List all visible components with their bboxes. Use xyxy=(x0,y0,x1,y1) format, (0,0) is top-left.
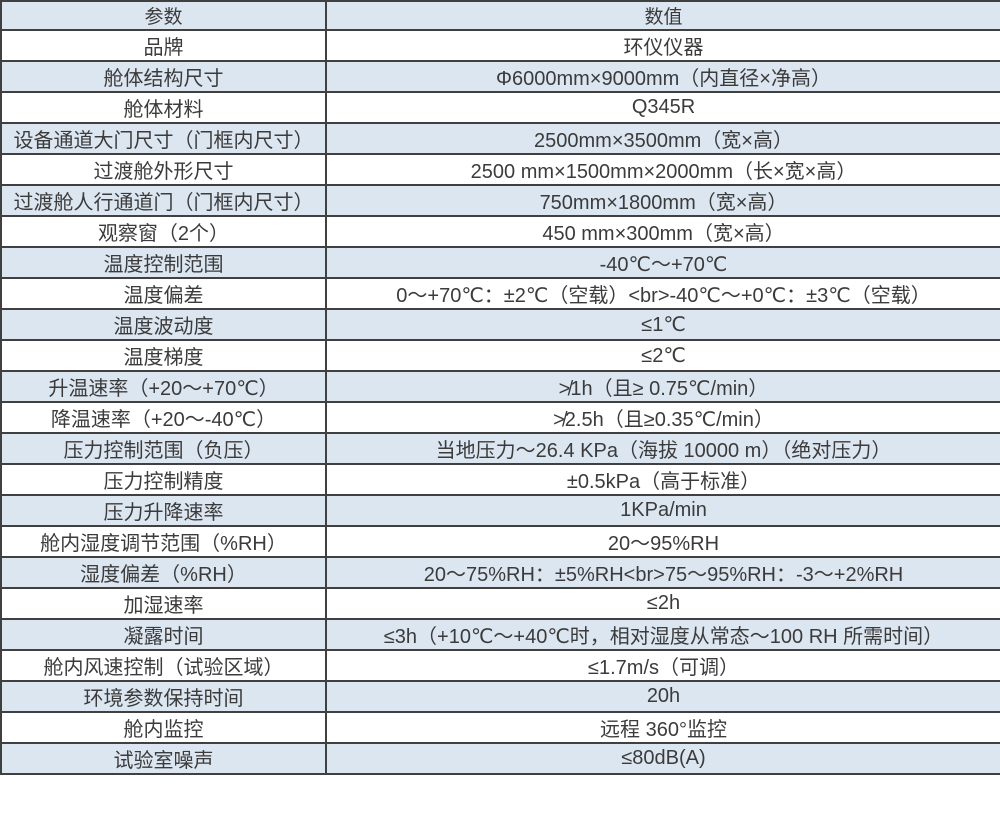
table-row: 观察窗（2个） 450 mm×300mm（宽×高） xyxy=(0,215,1000,248)
param-cell: 压力升降速率 xyxy=(0,494,327,527)
spec-table-body: 品牌 环仪仪器 舱体结构尺寸 Φ6000mm×9000mm（内直径×净高） 舱体材料 Q3… xyxy=(0,29,1000,775)
value-cell: 20～95%RH xyxy=(325,525,1000,558)
table-row: 温度梯度 ≤2℃ xyxy=(0,339,1000,372)
table-row: 舱内风速控制（试验区域） ≤1.7m/s（可调） xyxy=(0,649,1000,682)
param-cell: 舱内监控 xyxy=(0,711,327,744)
table-row: 舱内监控 远程 360°监控 xyxy=(0,711,1000,744)
value-cell: 20～75%RH：±5%RH<br>75～95%RH：-3～+2%RH xyxy=(325,556,1000,589)
value-cell: 2500 mm×1500mm×2000mm（长×宽×高） xyxy=(325,153,1000,186)
param-cell: 温度波动度 xyxy=(0,308,327,341)
table-row: 舱内湿度调节范围（%RH） 20～95%RH xyxy=(0,525,1000,558)
spec-table: 参数 数值 品牌 环仪仪器 舱体结构尺寸 Φ6000mm×9000mm（内直径×净高）… xyxy=(0,0,1000,775)
value-cell: ≤1℃ xyxy=(325,308,1000,341)
value-cell: 20h xyxy=(325,680,1000,713)
table-row: 舱体结构尺寸 Φ6000mm×9000mm（内直径×净高） xyxy=(0,60,1000,93)
table-row: 降温速率（+20～-40℃） ≯2.5h（且≥0.35℃/min） xyxy=(0,401,1000,434)
param-cell: 升温速率（+20～+70℃） xyxy=(0,370,327,403)
param-cell: 凝露时间 xyxy=(0,618,327,651)
value-cell: Q345R xyxy=(325,91,1000,124)
table-row: 压力控制精度 ±0.5kPa（高于标准） xyxy=(0,463,1000,496)
table-row: 环境参数保持时间 20h xyxy=(0,680,1000,713)
table-row: 品牌 环仪仪器 xyxy=(0,29,1000,62)
value-cell: 环仪仪器 xyxy=(325,29,1000,62)
table-row: 升温速率（+20～+70℃） ≯1h（且≥ 0.75℃/min） xyxy=(0,370,1000,403)
param-cell: 舱内湿度调节范围（%RH） xyxy=(0,525,327,558)
param-cell: 舱内风速控制（试验区域） xyxy=(0,649,327,682)
param-cell: 设备通道大门尺寸（门框内尺寸） xyxy=(0,122,327,155)
value-cell: ≤1.7m/s（可调） xyxy=(325,649,1000,682)
param-cell: 湿度偏差（%RH） xyxy=(0,556,327,589)
value-cell: Φ6000mm×9000mm（内直径×净高） xyxy=(325,60,1000,93)
table-row: 温度偏差 0～+70℃：±2℃（空载）<br>-40℃～+0℃：±3℃（空载） xyxy=(0,277,1000,310)
table-row: 温度波动度 ≤1℃ xyxy=(0,308,1000,341)
table-row: 温度控制范围 -40℃～+70℃ xyxy=(0,246,1000,279)
table-row: 湿度偏差（%RH） 20～75%RH：±5%RH<br>75～95%RH：-3～+… xyxy=(0,556,1000,589)
param-cell: 舱体材料 xyxy=(0,91,327,124)
param-cell: 温度偏差 xyxy=(0,277,327,310)
table-row: 设备通道大门尺寸（门框内尺寸） 2500mm×3500mm（宽×高） xyxy=(0,122,1000,155)
table-row: 压力控制范围（负压） 当地压力～26.4 KPa（海拔 10000 m）（绝对压力… xyxy=(0,432,1000,465)
param-cell: 品牌 xyxy=(0,29,327,62)
param-cell: 观察窗（2个） xyxy=(0,215,327,248)
value-cell: 1KPa/min xyxy=(325,494,1000,527)
param-cell: 压力控制范围（负压） xyxy=(0,432,327,465)
value-cell: 当地压力～26.4 KPa（海拔 10000 m）（绝对压力） xyxy=(325,432,1000,465)
value-cell: ±0.5kPa（高于标准） xyxy=(325,463,1000,496)
param-cell: 过渡舱外形尺寸 xyxy=(0,153,327,186)
param-cell: 舱体结构尺寸 xyxy=(0,60,327,93)
value-cell: ≤3h（+10℃～+40℃时，相对湿度从常态～100 RH 所需时间） xyxy=(325,618,1000,651)
param-cell: 降温速率（+20～-40℃） xyxy=(0,401,327,434)
table-row: 加湿速率 ≤2h xyxy=(0,587,1000,620)
table-row: 凝露时间 ≤3h（+10℃～+40℃时，相对湿度从常态～100 RH 所需时间） xyxy=(0,618,1000,651)
param-cell: 环境参数保持时间 xyxy=(0,680,327,713)
value-cell: -40℃～+70℃ xyxy=(325,246,1000,279)
value-cell: ≤2h xyxy=(325,587,1000,620)
table-row: 过渡舱人行通道门（门框内尺寸） 750mm×1800mm（宽×高） xyxy=(0,184,1000,217)
header-row: 参数 数值 xyxy=(0,0,1000,31)
param-cell: 温度控制范围 xyxy=(0,246,327,279)
value-cell: ≯1h（且≥ 0.75℃/min） xyxy=(325,370,1000,403)
param-cell: 温度梯度 xyxy=(0,339,327,372)
value-cell: 0～+70℃：±2℃（空载）<br>-40℃～+0℃：±3℃（空载） xyxy=(325,277,1000,310)
table-row: 过渡舱外形尺寸 2500 mm×1500mm×2000mm（长×宽×高） xyxy=(0,153,1000,186)
param-cell: 加湿速率 xyxy=(0,587,327,620)
param-cell: 压力控制精度 xyxy=(0,463,327,496)
value-cell: ≤80dB(A) xyxy=(325,742,1000,775)
table-row: 舱体材料 Q345R xyxy=(0,91,1000,124)
value-cell: 远程 360°监控 xyxy=(325,711,1000,744)
value-cell: ≯2.5h（且≥0.35℃/min） xyxy=(325,401,1000,434)
value-cell: ≤2℃ xyxy=(325,339,1000,372)
param-cell: 过渡舱人行通道门（门框内尺寸） xyxy=(0,184,327,217)
header-cell-param: 参数 xyxy=(0,0,327,31)
table-row: 试验室噪声 ≤80dB(A) xyxy=(0,742,1000,775)
header-cell-value: 数值 xyxy=(325,0,1000,31)
table-row: 压力升降速率 1KPa/min xyxy=(0,494,1000,527)
param-cell: 试验室噪声 xyxy=(0,742,327,775)
value-cell: 2500mm×3500mm（宽×高） xyxy=(325,122,1000,155)
value-cell: 450 mm×300mm（宽×高） xyxy=(325,215,1000,248)
value-cell: 750mm×1800mm（宽×高） xyxy=(325,184,1000,217)
